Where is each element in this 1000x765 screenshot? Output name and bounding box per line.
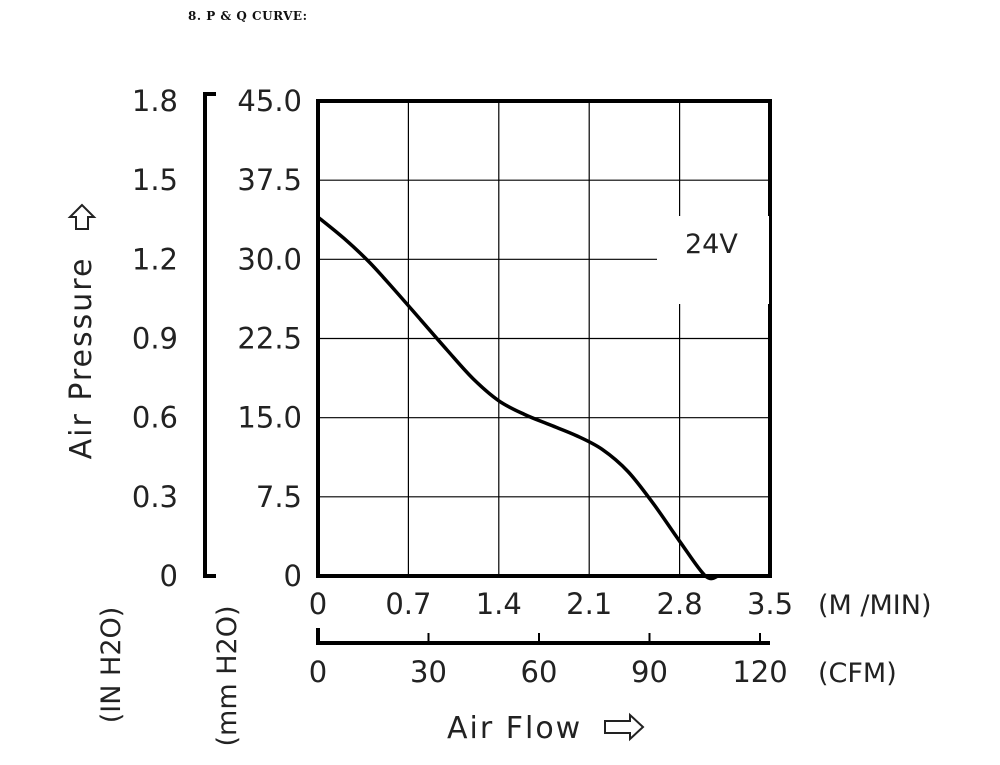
y-in-tick-label: 1.5 xyxy=(132,163,178,197)
y-in-axis-bracket xyxy=(203,92,216,578)
y-mm-unit-label: (mm H2O) xyxy=(212,606,243,747)
y-in-unit-label: (IN H2O) xyxy=(96,607,127,724)
x-mmin-unit-label: (M /MIN) xyxy=(818,590,932,621)
y-mm-tick-label: 15.0 xyxy=(237,401,302,435)
x-mmin-tick-label: 0 xyxy=(309,587,327,621)
series-label-background xyxy=(657,216,769,304)
x-cfm-tick-label: 90 xyxy=(631,655,668,689)
y-mm-tick-label: 45.0 xyxy=(237,84,302,118)
y-in-tick-label: 1.2 xyxy=(132,242,178,276)
x-mmin-tick-label: 0.7 xyxy=(385,587,431,621)
section-title: 8. P & Q CURVE: xyxy=(188,9,308,23)
y-mm-tick-label: 7.5 xyxy=(256,480,302,514)
x-cfm-unit-label: (CFM) xyxy=(818,658,897,689)
up-arrow-icon xyxy=(67,203,97,230)
series-line-24v xyxy=(316,215,719,581)
series-label: 24V xyxy=(685,229,738,260)
y-in-tick-label: 1.8 xyxy=(132,84,178,118)
x-mmin-tick-label: 3.5 xyxy=(747,587,793,621)
x-axis-title: Air Flow xyxy=(447,711,582,746)
series-layer xyxy=(316,215,719,581)
y-mm-tick-label: 0 xyxy=(284,559,302,593)
right-arrow-icon xyxy=(604,712,645,742)
series-label-layer: 24V xyxy=(657,216,769,304)
x-mmin-tick-label: 1.4 xyxy=(476,587,522,621)
y-in-tick-label: 0 xyxy=(160,559,178,593)
tick-labels: 0 7.5 15.0 22.5 30.0 37.5 45.0 0 0.3 0.6 0.9 1.2 1.5… xyxy=(132,84,793,689)
y-mm-tick-label: 37.5 xyxy=(237,163,302,197)
y-axis-title: Air Pressure xyxy=(64,257,99,460)
cfm-axis xyxy=(316,628,770,645)
x-cfm-tick-label: 30 xyxy=(410,655,447,689)
x-cfm-tick-label: 0 xyxy=(309,655,327,689)
plot-frame xyxy=(316,99,772,578)
x-cfm-tick-label: 60 xyxy=(521,655,558,689)
y-in-tick-label: 0.3 xyxy=(132,480,178,514)
y-mm-tick-label: 30.0 xyxy=(237,242,302,276)
y-mm-tick-label: 22.5 xyxy=(237,322,302,356)
x-mmin-tick-label: 2.8 xyxy=(657,587,703,621)
y-in-tick-label: 0.9 xyxy=(132,322,178,356)
y-in-tick-label: 0.6 xyxy=(132,401,178,435)
grid-lines xyxy=(318,101,770,576)
x-cfm-tick-label: 120 xyxy=(732,655,787,689)
x-mmin-tick-label: 2.1 xyxy=(566,587,612,621)
